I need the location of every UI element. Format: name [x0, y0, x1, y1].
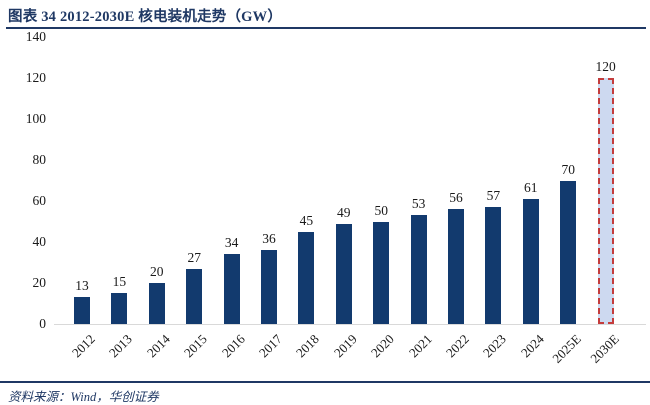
x-axis-tick-label: 2018	[293, 331, 323, 361]
bar-2019	[335, 223, 352, 324]
x-axis-tick-label: 2016	[218, 331, 248, 361]
x-axis-tick-label: 2012	[68, 331, 98, 361]
x-axis-tick-label: 2014	[143, 331, 173, 361]
bar-2012	[74, 297, 90, 324]
bar-value-label: 50	[374, 202, 388, 218]
source-divider	[0, 381, 650, 383]
y-axis-tick-label: 100	[25, 111, 46, 126]
y-axis-tick-label: 120	[25, 70, 46, 85]
bar-value-label: 34	[224, 235, 239, 251]
x-axis-tick-label: 2020	[368, 331, 398, 361]
bar-2016	[223, 254, 240, 324]
bar-value-label: 13	[75, 278, 89, 294]
bar-value-label: 70	[561, 161, 575, 177]
x-axis-tick-label: 2022	[442, 331, 472, 361]
y-axis-tick-label: 60	[32, 193, 47, 208]
bar-2014	[148, 283, 165, 324]
y-axis-tick-label: 80	[32, 152, 47, 167]
bar-2017	[261, 250, 277, 324]
bar-value-label: 49	[337, 204, 351, 220]
y-axis-tick-label: 0	[39, 316, 46, 331]
x-axis-tick-label: 2030E	[586, 331, 622, 366]
bar-value-label: 45	[299, 212, 314, 228]
x-axis-tick-label: 2013	[106, 331, 136, 361]
y-axis-tick-label: 20	[32, 275, 47, 290]
bar-value-label: 56	[449, 190, 463, 206]
y-axis-tick-label: 40	[32, 234, 47, 249]
bar-value-label: 53	[411, 196, 426, 212]
title-divider	[6, 27, 646, 29]
bar-2020	[373, 221, 390, 324]
bar-2013	[111, 293, 128, 324]
x-axis-tick-label: 2023	[480, 331, 510, 361]
bar-2025E	[560, 180, 577, 324]
bar-2023	[485, 207, 502, 324]
y-axis-tick-label: 140	[25, 29, 46, 44]
bar-2030E	[597, 78, 614, 324]
bar-value-label: 61	[524, 179, 538, 195]
x-axis-line	[54, 324, 646, 325]
figure-title: 图表 34 2012-2030E 核电装机走势（GW）	[8, 9, 283, 25]
bar-value-label: 36	[262, 231, 276, 247]
bar-value-label: 20	[150, 264, 164, 279]
x-axis-tick-label: 2015	[181, 331, 211, 361]
bar-2015	[186, 268, 203, 324]
x-axis-tick-label: 2024	[517, 331, 547, 361]
bar-value-label: 15	[112, 274, 127, 290]
x-axis-tick-label: 2025E	[549, 331, 585, 366]
x-axis-tick-label: 2021	[405, 331, 435, 361]
bar-value-label: 27	[187, 249, 201, 265]
bar-2018	[298, 231, 315, 324]
source-note: 资料来源：Wind，华创证券	[8, 390, 159, 404]
x-axis-tick-label: 2017	[255, 331, 285, 361]
bar-2021	[410, 215, 427, 324]
bar-value-label: 120	[595, 59, 616, 74]
bar-2022	[448, 209, 464, 324]
x-axis-tick-label: 2019	[330, 331, 360, 361]
bar-value-label: 57	[486, 188, 501, 204]
bar-2024	[522, 198, 539, 324]
